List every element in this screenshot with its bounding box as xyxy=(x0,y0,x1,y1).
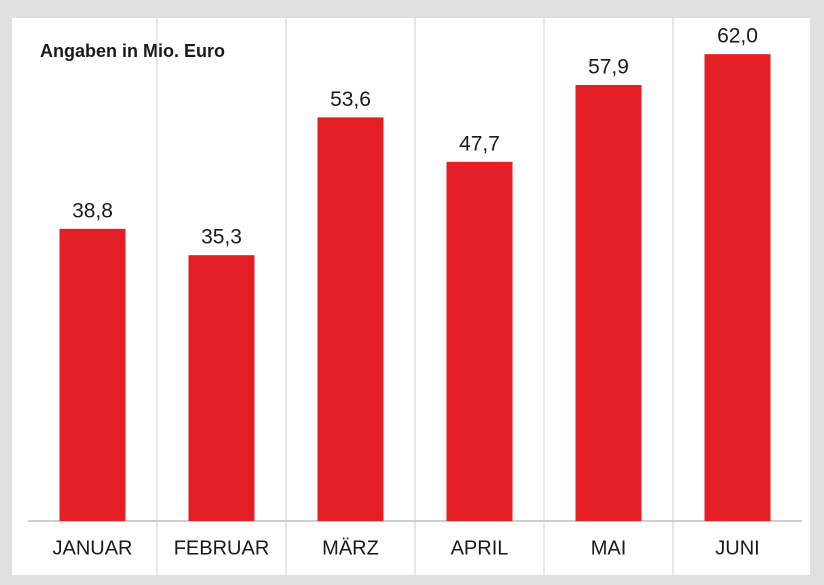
data-label: 57,9 xyxy=(588,56,629,79)
chart-title: Angaben in Mio. Euro xyxy=(40,41,225,61)
bar xyxy=(59,228,126,521)
data-label: 62,0 xyxy=(717,25,758,48)
bar xyxy=(704,54,771,521)
bar xyxy=(446,161,513,521)
x-tick-label: MÄRZ xyxy=(322,537,379,559)
data-label: 53,6 xyxy=(330,88,371,111)
x-tick-label: JUNI xyxy=(715,537,759,559)
x-tick-label: JANUAR xyxy=(52,537,132,559)
data-label: 38,8 xyxy=(72,199,113,222)
bar xyxy=(575,85,642,521)
x-tick-label: FEBRUAR xyxy=(174,537,270,559)
x-tick-label: APRIL xyxy=(451,537,509,559)
bar xyxy=(188,255,255,522)
panel xyxy=(12,18,810,575)
data-label: 47,7 xyxy=(459,132,500,155)
data-label: 35,3 xyxy=(201,226,242,249)
bar xyxy=(317,117,384,521)
x-tick-label: MAI xyxy=(591,537,627,559)
